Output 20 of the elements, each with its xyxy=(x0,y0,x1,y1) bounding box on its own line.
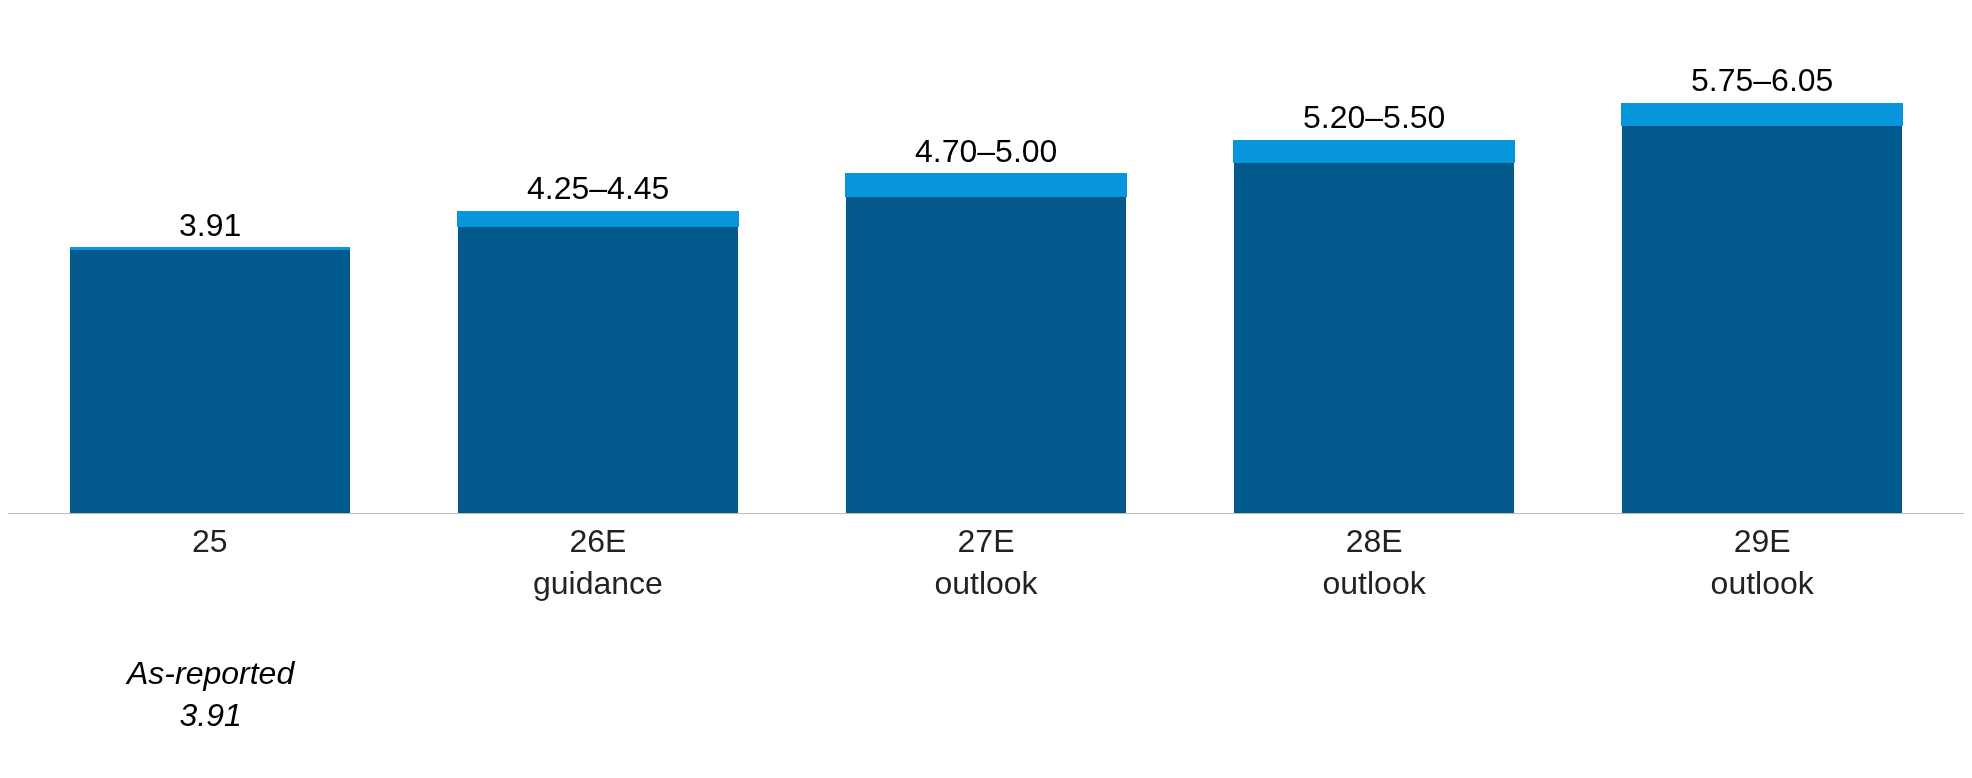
x-tick-label: 29E outlook xyxy=(1710,523,1815,601)
data-label: 4.70–5.00 xyxy=(915,133,1058,169)
x-tick-label: 27E outlook xyxy=(934,523,1039,601)
bar xyxy=(70,248,350,513)
text: As-reported 3.91 xyxy=(125,655,296,733)
bar xyxy=(458,225,738,513)
data-label: 3.91 xyxy=(179,207,242,243)
data-label: 4.25–4.45 xyxy=(527,170,670,206)
bar xyxy=(1622,124,1902,513)
data-label: 5.20–5.50 xyxy=(1303,99,1446,135)
x-tick-label: 26E guidance xyxy=(532,523,663,601)
bar xyxy=(844,173,1128,197)
bar xyxy=(456,210,740,228)
data-label: 5.75–6.05 xyxy=(1691,62,1834,98)
bar xyxy=(1234,161,1514,513)
bar xyxy=(1620,102,1904,126)
bar xyxy=(846,195,1126,513)
x-tick-label: 28E outlook xyxy=(1322,523,1427,601)
x-tick-label: 25 xyxy=(192,523,228,560)
bar xyxy=(1232,139,1516,163)
